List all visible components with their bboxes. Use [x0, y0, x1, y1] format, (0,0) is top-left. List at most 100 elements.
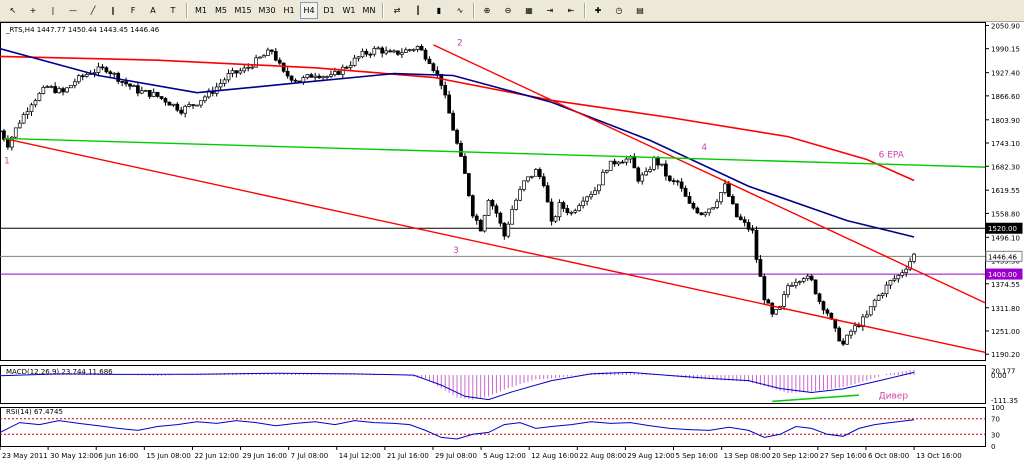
- periods-icon[interactable]: ◷: [615, 6, 623, 15]
- indicators-icon[interactable]: ✚: [594, 6, 602, 15]
- candle-body: [872, 299, 877, 308]
- candle-body: [809, 275, 814, 281]
- candle-body: [510, 209, 515, 225]
- timeframe-m1-button[interactable]: M1: [195, 6, 207, 15]
- candle-body: [498, 212, 503, 224]
- chart-svg[interactable]: _RTS,H4 1447.77 1450.44 1443.45 1446.46 …: [0, 22, 1024, 464]
- timeframe-h1-button[interactable]: H1: [283, 6, 295, 15]
- timeframe-mn-button[interactable]: MN: [362, 6, 376, 15]
- candle-body: [266, 49, 270, 56]
- y-tick-label: 1311.80: [991, 305, 1020, 313]
- candle-body: [427, 58, 432, 64]
- candle-body: [403, 49, 408, 54]
- candle-body: [470, 195, 475, 217]
- candle-body: [191, 104, 195, 106]
- candle-body: [467, 173, 471, 196]
- candle-body: [616, 161, 621, 165]
- candle-body: [545, 185, 550, 203]
- candle-body: [782, 294, 786, 307]
- candle-body: [100, 66, 105, 69]
- candle-body: [746, 222, 751, 230]
- divergence-line: [772, 394, 859, 403]
- candle-body: [758, 259, 763, 277]
- candle-body: [723, 183, 727, 193]
- candle-body: [270, 49, 274, 52]
- price-label: 1446.46: [988, 253, 1017, 261]
- candle-body: [604, 170, 609, 173]
- candle-body: [179, 109, 184, 114]
- horizontal-line-icon[interactable]: —: [69, 6, 77, 15]
- candle-body: [431, 63, 436, 72]
- candle-body: [455, 129, 459, 144]
- candle-body: [336, 71, 341, 75]
- candle-body: [41, 87, 46, 94]
- macd-pane-border: [0, 365, 986, 404]
- candle-body: [660, 163, 664, 166]
- candle-body: [908, 261, 912, 270]
- candle-body: [565, 208, 570, 214]
- zoom-in-icon[interactable]: ⊕: [483, 6, 491, 15]
- text-icon[interactable]: A: [150, 6, 156, 15]
- timeframe-w1-button[interactable]: W1: [342, 6, 356, 15]
- line-chart-icon[interactable]: ∿: [456, 6, 464, 15]
- timeframe-m5-button[interactable]: M5: [215, 6, 227, 15]
- candle-body: [494, 205, 499, 214]
- candle-body: [372, 48, 377, 55]
- wave-annotation: 4: [701, 143, 707, 153]
- bar-chart-icon[interactable]: ┃: [415, 6, 421, 15]
- candle-body: [104, 67, 109, 73]
- candle-body: [305, 74, 310, 78]
- macd-title: MACD(12,26,9) 23.744 11.686: [6, 368, 113, 376]
- candle-body: [17, 122, 22, 129]
- candle-body: [486, 199, 491, 216]
- candle-body: [770, 302, 775, 315]
- y-tick-label: 1682.30: [991, 163, 1020, 171]
- candle-body: [884, 284, 889, 295]
- arrows-icon[interactable]: ⇄: [393, 6, 401, 15]
- timeframe-m30-button[interactable]: M30: [258, 6, 276, 15]
- crosshair-icon[interactable]: +: [29, 6, 37, 15]
- candle-body: [435, 70, 440, 75]
- wave-annotation: 2: [457, 39, 463, 49]
- candle-body: [742, 219, 747, 223]
- x-tick-label: 29 Jul 08:00: [435, 452, 477, 460]
- trendline-2: [433, 44, 986, 304]
- candle-body: [411, 49, 416, 51]
- channel-icon[interactable]: ∥: [111, 6, 115, 15]
- candle-body: [262, 55, 266, 58]
- candle-body: [644, 171, 649, 176]
- timeframe-d1-button[interactable]: D1: [323, 6, 335, 15]
- autoscroll-icon[interactable]: ⇥: [546, 6, 554, 15]
- candle-body: [415, 45, 420, 50]
- candle-body: [29, 104, 34, 113]
- candle-body: [329, 74, 333, 77]
- chart-shift-icon[interactable]: ⇤: [567, 6, 575, 15]
- candle-body: [577, 205, 582, 212]
- candle-body: [715, 201, 719, 208]
- candle-body: [482, 215, 487, 232]
- fibonacci-icon[interactable]: F: [130, 6, 136, 15]
- chart-area[interactable]: _RTS,H4 1447.77 1450.44 1443.45 1446.46 …: [0, 22, 1024, 464]
- candle-body: [293, 79, 298, 82]
- timeframe-m15-button[interactable]: M15: [234, 6, 252, 15]
- timeframe-h4-button[interactable]: H4: [300, 2, 318, 19]
- candle-body: [612, 160, 617, 165]
- vertical-line-icon[interactable]: |: [51, 6, 55, 15]
- tile-windows-icon[interactable]: ▦: [525, 6, 533, 15]
- templates-icon[interactable]: ▤: [636, 6, 644, 15]
- label-icon[interactable]: T: [170, 6, 176, 15]
- candle-body: [593, 190, 597, 195]
- candle-body: [21, 114, 26, 124]
- cursor-icon[interactable]: ↖: [9, 6, 17, 15]
- candle-body: [376, 47, 381, 50]
- zoom-out-icon[interactable]: ⊖: [504, 6, 512, 15]
- x-tick-label: 12 Aug 16:00: [531, 452, 578, 460]
- candle-body: [530, 175, 534, 178]
- candle-body: [727, 183, 731, 197]
- toolbar-separator: [186, 3, 188, 18]
- candlestick-icon[interactable]: ▮: [436, 6, 442, 15]
- candle-body: [163, 98, 168, 103]
- trendline-icon[interactable]: ╱: [90, 6, 96, 15]
- candle-body: [711, 207, 715, 210]
- candle-body: [707, 208, 712, 214]
